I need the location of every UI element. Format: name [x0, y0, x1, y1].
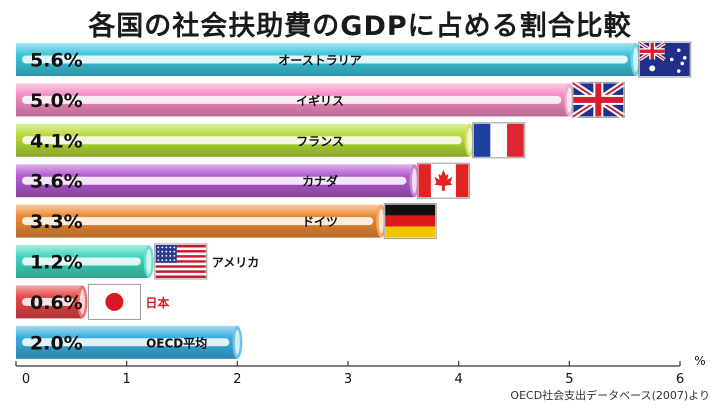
bar-row: 5.0% イギリス [16, 80, 625, 119]
value-label: 3.3% [30, 211, 83, 233]
flag-usa-icon [154, 243, 208, 280]
source-note: OECD社会支出データベース(2007)より [510, 389, 710, 402]
flag-japan-icon [87, 283, 141, 320]
category-label: アメリカ [212, 256, 259, 270]
x-tick-label: 2 [233, 372, 241, 387]
bar-cap-shine [378, 208, 384, 234]
value-label: 1.2% [30, 252, 83, 274]
value-label: 3.6% [30, 171, 83, 193]
x-axis-unit: % [694, 354, 705, 368]
bar-highlight [22, 136, 462, 145]
bar-row: 2.0% OECD平均 [16, 325, 243, 359]
value-label: 2.0% [30, 332, 83, 354]
value-label: 4.1% [30, 130, 83, 152]
flag-canada-icon [416, 162, 470, 199]
x-tick-label: 4 [455, 372, 463, 387]
chart-title: 各国の社会扶助費のGDPに占める割合比較 [88, 11, 632, 42]
bar-row: 3.6% カナダ [16, 162, 470, 199]
value-label: 5.6% [30, 50, 83, 72]
category-label: 日本 [145, 295, 169, 310]
category-label: イギリス [296, 93, 344, 108]
bar-highlight [22, 95, 562, 104]
bar-highlight [22, 338, 230, 347]
bar-cap-shine [467, 127, 473, 153]
x-tick-label: 3 [344, 372, 352, 387]
category-label: フランス [296, 134, 344, 148]
bar-cap-shine [411, 168, 417, 194]
bar-highlight [22, 176, 407, 185]
flag-france-icon [472, 122, 526, 159]
value-label: 5.0% [30, 90, 83, 112]
x-axis: 0 1 2 3 4 5 6% [15, 354, 706, 387]
x-tick-label: 5 [565, 372, 573, 387]
category-label: OECD平均 [146, 335, 207, 350]
category-label: ドイツ [302, 215, 338, 229]
x-tick-label: 0 [22, 372, 30, 387]
x-tick-label: 6 [676, 372, 684, 387]
bar-row: 5.6% オーストラリア [16, 41, 692, 78]
value-label: 0.6% [30, 292, 83, 314]
bar-cap-shine [234, 329, 240, 355]
bars-group: 5.6% オーストラリア 5.0% イギリス 4.1% フランス 3.6% カナダ 3.3% ドイ… [16, 41, 692, 359]
bar-cap-shine [566, 87, 572, 113]
bar-row: 0.6% 日本 [16, 283, 169, 320]
bar-cap-shine [633, 47, 639, 72]
bar-highlight [22, 297, 75, 306]
bar-row: 4.1% フランス [16, 122, 526, 159]
x-tick-label: 1 [123, 372, 131, 387]
flag-australia-icon [638, 41, 692, 78]
bar-row: 1.2% アメリカ [16, 243, 259, 280]
bar-highlight [22, 217, 374, 226]
flag-uk-icon [571, 80, 625, 119]
category-label: オーストラリア [278, 54, 361, 68]
bar-cap-shine [146, 249, 152, 274]
bar-cap-shine [79, 289, 85, 315]
category-label: カナダ [302, 174, 338, 189]
bar-highlight [22, 257, 141, 266]
bar-row: 3.3% ドイツ [16, 203, 437, 240]
bar-highlight [22, 55, 628, 64]
flag-germany-icon [383, 203, 437, 240]
